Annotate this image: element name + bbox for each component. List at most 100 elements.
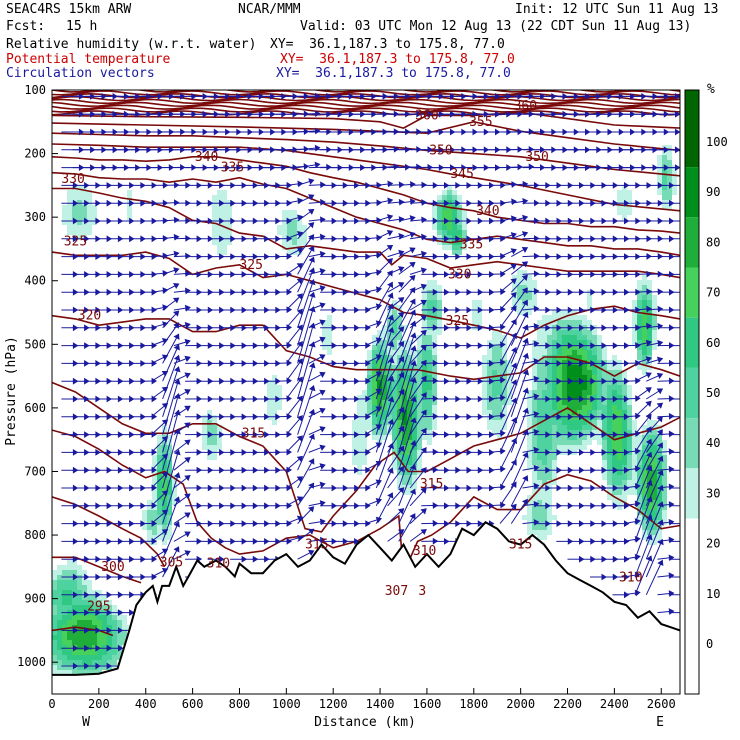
wind-vector-head <box>533 287 540 295</box>
wind-vector <box>162 393 180 453</box>
wind-vector <box>499 363 517 400</box>
colorbar-tick-label: 70 <box>706 286 720 300</box>
wind-vector-head <box>420 447 427 454</box>
wind-vector <box>285 358 303 382</box>
x-tick-label: 1000 <box>272 697 301 711</box>
wind-vector <box>387 389 405 418</box>
wind-vector-head <box>173 333 180 340</box>
wind-vector-head <box>646 534 653 541</box>
wind-vector <box>499 438 517 471</box>
wind-vector-head <box>681 539 685 544</box>
theta-contour <box>52 104 680 110</box>
wind-vector <box>398 346 416 400</box>
wind-vector-head <box>420 250 428 258</box>
wind-vector-head <box>184 372 191 379</box>
wind-vector-head <box>657 340 664 347</box>
wind-vector <box>510 475 528 507</box>
theta-label: 340 <box>476 204 499 219</box>
wind-vector-head <box>184 405 191 412</box>
wind-vector <box>510 312 528 346</box>
wind-vector-head <box>656 388 664 395</box>
wind-vector-head <box>510 291 517 299</box>
x-end-right: E <box>656 715 664 730</box>
theta-contours <box>52 90 680 637</box>
wind-vector-head <box>387 492 394 499</box>
wind-vector-head <box>319 250 326 258</box>
wind-vector-head <box>668 430 675 438</box>
wind-vector <box>162 334 180 364</box>
wind-vector-head <box>410 181 416 188</box>
wind-vector <box>499 398 517 435</box>
wind-vector-head <box>319 500 326 507</box>
wind-vector <box>375 376 393 435</box>
x-tick-label: 400 <box>135 697 157 711</box>
wind-vector-head <box>657 559 664 567</box>
wind-vector-head <box>410 332 417 339</box>
wind-vector-head <box>397 297 405 304</box>
wind-vector-head <box>522 337 529 345</box>
wind-vector-head <box>510 215 517 223</box>
theta-contour <box>52 556 142 584</box>
wind-vector <box>375 492 393 524</box>
wind-vector <box>162 366 180 417</box>
wind-vector-head <box>681 290 685 295</box>
wind-vector-head <box>409 513 416 520</box>
x-tick-label: 1800 <box>459 697 488 711</box>
wind-vector-head <box>173 472 181 479</box>
wind-vector <box>634 556 652 595</box>
wind-vector-head <box>533 393 540 400</box>
wind-vector-head <box>173 521 180 528</box>
theta-contour <box>52 132 680 177</box>
wind-vector-head <box>398 356 405 363</box>
wind-vector <box>510 408 528 453</box>
theta-label: 360 <box>514 99 537 114</box>
x-axis-label: Distance (km) <box>314 715 416 730</box>
wind-vector-head <box>521 498 528 506</box>
theta-label: 315 <box>242 426 265 441</box>
org-label: NCAR/MMM <box>238 2 301 17</box>
wind-vector-head <box>681 183 685 188</box>
wind-vector <box>409 392 427 418</box>
wind-vector-head <box>319 518 326 526</box>
wind-vector-head <box>510 232 517 239</box>
wind-vector-head <box>681 575 685 580</box>
wind-vector <box>398 464 416 506</box>
wind-vector <box>645 502 663 542</box>
colorbar-band <box>685 518 699 694</box>
wind-vector-head <box>308 267 316 274</box>
wind-vector <box>645 429 663 453</box>
wind-vector-head <box>387 314 395 321</box>
y-tick-label: 500 <box>24 337 46 351</box>
fcst-label: Fcst: <box>6 19 46 34</box>
wind-vector-head <box>314 161 321 169</box>
wind-vector-head <box>319 233 326 241</box>
wind-vector-head <box>533 305 540 313</box>
wind-vector-head <box>681 414 685 419</box>
x-tick-label: 0 <box>48 697 55 711</box>
wind-vector <box>398 310 416 346</box>
wind-vector-head <box>296 308 303 316</box>
wind-vector-head <box>308 291 316 298</box>
colorbar-tick-label: 90 <box>706 185 720 199</box>
wind-vector-head <box>681 468 685 473</box>
wind-vector-head <box>184 493 191 500</box>
wind-vector <box>499 305 517 329</box>
wind-vector-head <box>308 178 315 185</box>
wind-vector-head <box>173 310 180 317</box>
wind-vector <box>510 388 528 435</box>
wind-vector-head <box>397 487 405 494</box>
wind-vector-head <box>184 338 191 346</box>
wind-vector-head <box>681 219 685 224</box>
wind-vector <box>387 407 405 435</box>
wind-vector-head <box>410 417 417 424</box>
theta-label: 325 <box>446 314 469 329</box>
wind-vector-head <box>296 515 304 523</box>
wind-vector-head <box>319 426 326 433</box>
wind-vector-head <box>319 336 326 343</box>
wind-vector-head <box>681 379 685 384</box>
wind-vector <box>499 333 517 364</box>
wind-vector-head <box>510 278 517 285</box>
wind-vector-head <box>521 261 529 268</box>
theta-label: 350 <box>525 150 548 165</box>
theta-label: 345 <box>450 167 473 182</box>
